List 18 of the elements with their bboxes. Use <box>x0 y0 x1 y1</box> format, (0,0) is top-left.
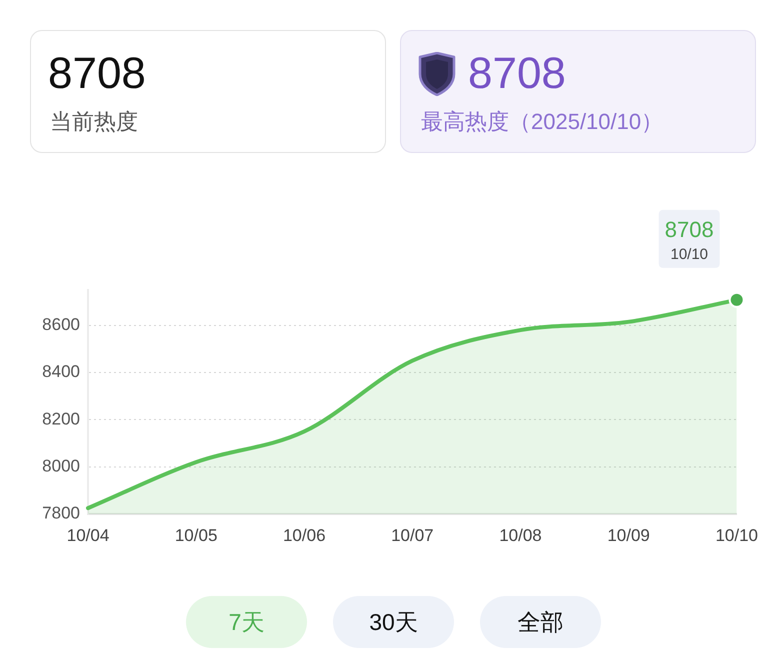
text: 8708 <box>48 49 146 98</box>
x-tick-label: 10/04 <box>66 526 110 545</box>
x-tick-label: 10/09 <box>607 526 650 545</box>
x-tick-label: 10/10 <box>715 526 758 545</box>
y-tick-label: 8000 <box>42 456 80 476</box>
y-tick-label: 7800 <box>42 504 80 523</box>
x-tick-label: 10/08 <box>499 526 542 545</box>
text: 当前热度 <box>50 109 138 134</box>
text: 10/10 <box>670 246 708 264</box>
y-tick-label: 8600 <box>42 315 80 334</box>
text: 最高热度（2025/10/10） <box>421 109 664 134</box>
text: 8708 <box>468 49 566 98</box>
x-tick-label: 10/05 <box>174 526 218 545</box>
x-tick-label: 10/07 <box>391 526 434 545</box>
y-tick-label: 8200 <box>42 409 80 428</box>
x-tick-label: 10/06 <box>282 526 326 545</box>
y-tick-label: 8400 <box>42 362 80 382</box>
data-label: 8708 <box>664 216 714 242</box>
